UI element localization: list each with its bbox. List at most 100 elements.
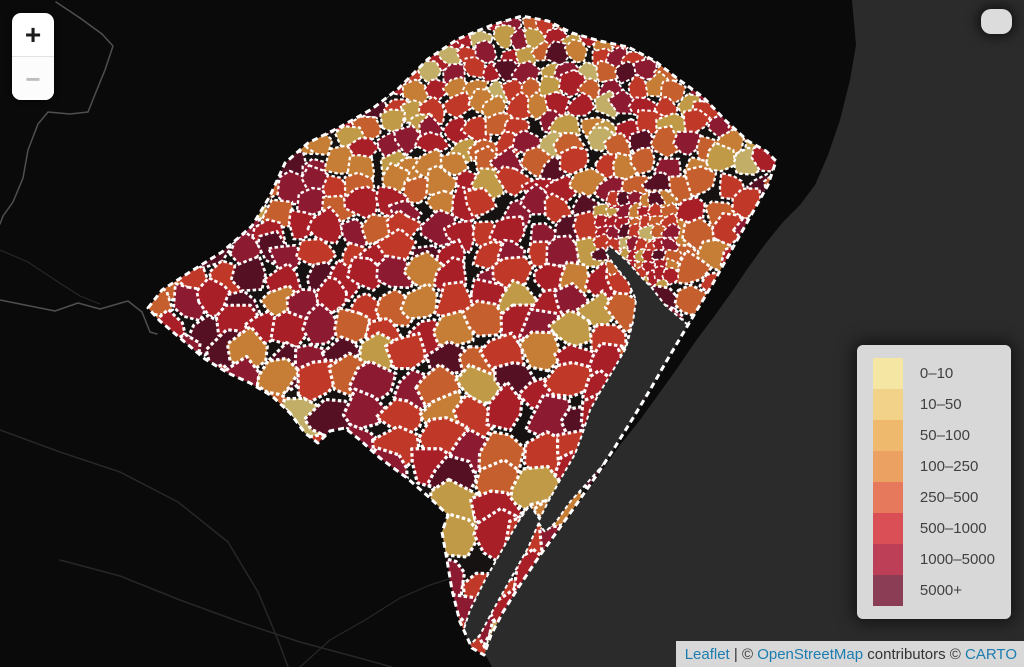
- municipality-cell[interactable]: [183, 52, 213, 80]
- municipality-cell[interactable]: [380, 0, 401, 22]
- municipality-cell[interactable]: [136, 148, 170, 180]
- municipality-cell[interactable]: [213, 393, 253, 436]
- municipality-cell[interactable]: [744, 10, 771, 33]
- municipality-cell[interactable]: [564, 91, 596, 118]
- municipality-cell[interactable]: [674, 249, 713, 286]
- municipality-cell[interactable]: [229, 254, 267, 293]
- municipality-cell[interactable]: [275, 564, 329, 619]
- municipality-cell[interactable]: [350, 64, 373, 90]
- municipality-cell[interactable]: [576, 77, 603, 102]
- municipality-cell[interactable]: [238, 62, 265, 87]
- municipality-cell[interactable]: [633, 0, 657, 19]
- municipality-cell[interactable]: [235, 133, 266, 163]
- municipality-cell[interactable]: [439, 151, 470, 177]
- municipality-cell[interactable]: [148, 173, 179, 204]
- municipality-cell[interactable]: [314, 275, 348, 314]
- municipality-cell[interactable]: [539, 0, 565, 19]
- municipality-cell[interactable]: [705, 43, 731, 69]
- municipality-cell[interactable]: [273, 81, 305, 106]
- municipality-cell[interactable]: [661, 46, 685, 69]
- municipality-cell[interactable]: [202, 414, 250, 466]
- municipality-cell[interactable]: [247, 152, 279, 187]
- municipality-cell[interactable]: [730, 15, 753, 36]
- municipality-cell[interactable]: [741, 0, 764, 19]
- municipality-cell[interactable]: [245, 18, 271, 39]
- municipality-cell[interactable]: [148, 448, 195, 497]
- municipality-cell[interactable]: [174, 13, 198, 33]
- municipality-cell[interactable]: [703, 71, 730, 100]
- municipality-cell[interactable]: [653, 28, 677, 52]
- municipality-cell[interactable]: [708, 13, 729, 38]
- municipality-cell[interactable]: [255, 449, 298, 498]
- municipality-cell[interactable]: [301, 301, 344, 347]
- municipality-cell[interactable]: [205, 64, 235, 88]
- municipality-cell[interactable]: [294, 13, 318, 37]
- carto-link[interactable]: CARTO: [965, 645, 1017, 663]
- municipality-cell[interactable]: [212, 93, 243, 121]
- municipality-cell[interactable]: [331, 457, 381, 504]
- municipality-cell[interactable]: [397, 38, 423, 62]
- municipality-cell[interactable]: [647, 190, 667, 209]
- municipality-cell[interactable]: [485, 380, 524, 432]
- municipality-cell[interactable]: [220, 529, 276, 577]
- municipality-cell[interactable]: [119, 627, 181, 667]
- municipality-cell[interactable]: [149, 133, 182, 165]
- municipality-cell[interactable]: [132, 8, 155, 30]
- municipality-cell[interactable]: [375, 254, 417, 290]
- municipality-cell[interactable]: [195, 125, 229, 159]
- municipality-cell[interactable]: [351, 25, 373, 47]
- municipality-cell[interactable]: [142, 344, 185, 388]
- municipality-cell[interactable]: [198, 5, 223, 27]
- municipality-cell[interactable]: [543, 192, 574, 224]
- municipality-cell[interactable]: [675, 43, 701, 73]
- municipality-cell[interactable]: [541, 360, 594, 399]
- municipality-cell[interactable]: [340, 75, 368, 100]
- municipality-cell[interactable]: [673, 18, 699, 42]
- municipality-cell[interactable]: [350, 115, 382, 143]
- municipality-cell[interactable]: [171, 62, 200, 88]
- municipality-cell[interactable]: [184, 25, 207, 52]
- municipality-cell[interactable]: [146, 6, 169, 24]
- municipality-cell[interactable]: [269, 309, 314, 350]
- municipality-cell[interactable]: [606, 9, 629, 32]
- municipality-cell[interactable]: [306, 205, 344, 245]
- municipality-cell[interactable]: [291, 510, 346, 568]
- municipality-cell[interactable]: [133, 211, 167, 244]
- municipality-cell[interactable]: [473, 2, 499, 19]
- municipality-cell[interactable]: [127, 251, 158, 295]
- municipality-cell[interactable]: [634, 14, 662, 32]
- municipality-cell[interactable]: [173, 44, 200, 65]
- municipality-cell[interactable]: [146, 98, 176, 124]
- municipality-cell[interactable]: [252, 46, 276, 75]
- municipality-cell[interactable]: [198, 481, 250, 529]
- municipality-cell[interactable]: [364, 27, 389, 50]
- municipality-cell[interactable]: [672, 55, 703, 81]
- municipality-cell[interactable]: [120, 128, 156, 158]
- municipality-cell[interactable]: [138, 192, 170, 228]
- municipality-cell[interactable]: [400, 31, 425, 52]
- openstreetmap-link[interactable]: OpenStreetMap: [757, 645, 864, 663]
- municipality-cell[interactable]: [159, 116, 190, 144]
- municipality-cell[interactable]: [348, 44, 376, 71]
- municipality-cell[interactable]: [520, 0, 540, 15]
- municipality-cell[interactable]: [563, 38, 589, 64]
- municipality-cell[interactable]: [402, 631, 461, 667]
- municipality-cell[interactable]: [761, 79, 789, 106]
- municipality-cell[interactable]: [204, 613, 266, 667]
- municipality-cell[interactable]: [197, 172, 227, 199]
- municipality-cell[interactable]: [147, 51, 175, 80]
- municipality-cell[interactable]: [323, 144, 358, 176]
- zoom-in-button[interactable]: +: [12, 13, 54, 57]
- municipality-cell[interactable]: [141, 519, 196, 569]
- municipality-cell[interactable]: [190, 42, 215, 69]
- municipality-cell[interactable]: [689, 30, 716, 53]
- municipality-cell[interactable]: [195, 444, 256, 497]
- municipality-cell[interactable]: [115, 424, 166, 469]
- municipality-cell[interactable]: [595, 59, 620, 83]
- municipality-cell[interactable]: [594, 0, 616, 24]
- municipality-cell[interactable]: [218, 27, 243, 52]
- municipality-cell[interactable]: [592, 17, 616, 42]
- municipality-cell[interactable]: [265, 57, 292, 83]
- municipality-cell[interactable]: [150, 25, 175, 48]
- municipality-cell[interactable]: [184, 0, 209, 20]
